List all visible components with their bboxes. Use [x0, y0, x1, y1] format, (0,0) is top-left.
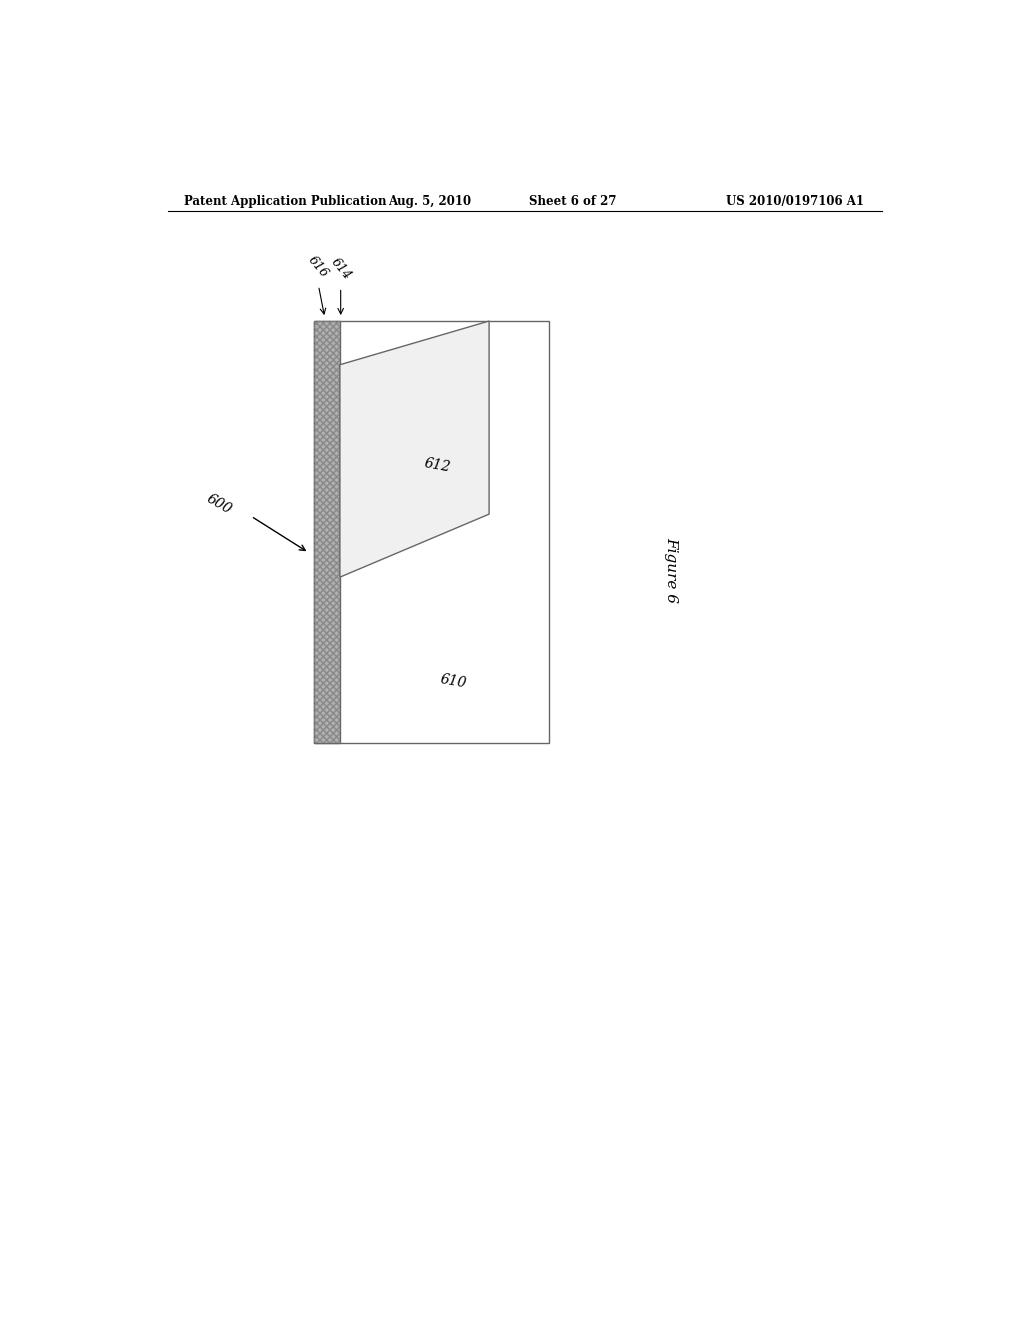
Text: 600: 600 — [204, 491, 234, 516]
Bar — [314, 321, 340, 743]
Text: US 2010/0197106 A1: US 2010/0197106 A1 — [726, 194, 863, 207]
Text: Figure 6: Figure 6 — [665, 537, 679, 603]
Polygon shape — [340, 321, 489, 577]
Text: 610: 610 — [439, 673, 468, 692]
Text: 612: 612 — [423, 457, 452, 475]
Text: 616: 616 — [306, 253, 331, 280]
Bar — [314, 321, 340, 743]
Text: Patent Application Publication: Patent Application Publication — [183, 194, 386, 207]
Text: 614: 614 — [328, 256, 353, 282]
Text: Sheet 6 of 27: Sheet 6 of 27 — [528, 194, 616, 207]
Bar — [314, 321, 549, 743]
Text: Aug. 5, 2010: Aug. 5, 2010 — [388, 194, 471, 207]
